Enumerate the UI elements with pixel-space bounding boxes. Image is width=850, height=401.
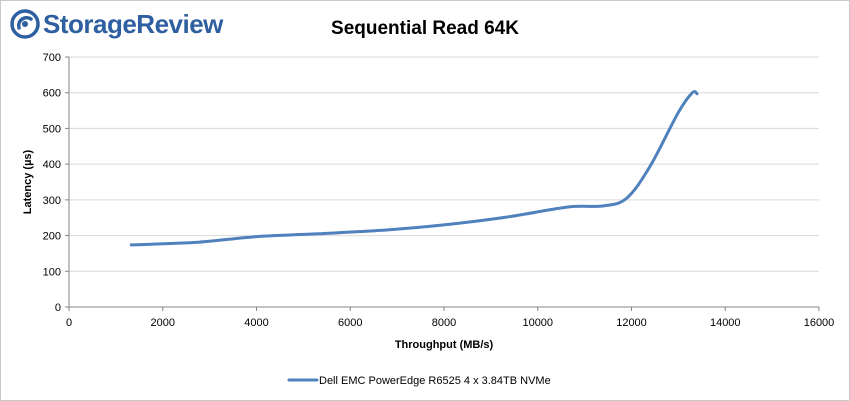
y-tick-label: 0: [55, 302, 61, 314]
logo-mark-dot-icon: [22, 21, 28, 27]
y-tick-label: 600: [43, 88, 61, 100]
axes: [65, 56, 820, 311]
tick-labels: 0 100 200 300 400 500 600 700 0 2000 4000 6000 8000 1…: [43, 52, 835, 329]
series-line: [129, 90, 699, 247]
series-layer: [129, 90, 699, 247]
storagereview-logo: StorageReview: [10, 9, 225, 39]
logo-mark-arc-icon: [16, 15, 33, 30]
x-tick-label: 2000: [151, 317, 175, 329]
y-tick-label: 700: [43, 52, 61, 64]
y-tick-label: 100: [43, 266, 61, 278]
x-axis-label: Throughput (MB/s): [395, 339, 494, 351]
x-tick-label: 6000: [338, 317, 362, 329]
x-tick-label: 0: [66, 317, 72, 329]
logo-wordmark: StorageReview: [43, 9, 224, 39]
gridlines: [69, 56, 819, 272]
x-tick-label: 4000: [244, 317, 268, 329]
x-tick-label: 8000: [432, 317, 456, 329]
x-tick-label: 10000: [522, 317, 553, 329]
x-tick-label: 12000: [616, 317, 647, 329]
legend: Dell EMC PowerEdge R6525 4 x 3.84TB NVMe: [287, 375, 551, 387]
x-tick-label: 14000: [710, 317, 741, 329]
legend-label: Dell EMC PowerEdge R6525 4 x 3.84TB NVMe: [319, 375, 551, 387]
x-tick-label: 16000: [804, 317, 835, 329]
y-tick-label: 300: [43, 195, 61, 207]
y-axis-label: Latency (µs): [22, 149, 34, 214]
y-tick-label: 500: [43, 123, 61, 135]
y-tick-label: 200: [43, 231, 61, 243]
chart-title: Sequential Read 64K: [331, 18, 519, 39]
y-tick-label: 400: [43, 159, 61, 171]
